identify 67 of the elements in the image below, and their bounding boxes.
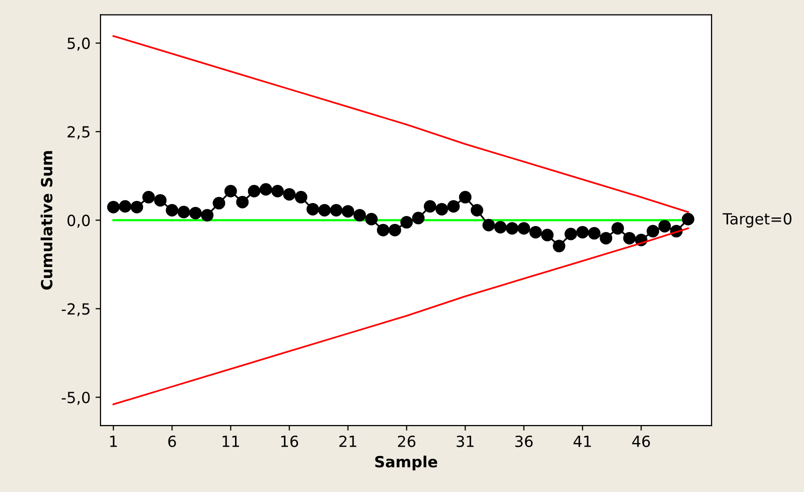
point [494, 221, 507, 234]
line-series [112, 227, 689, 406]
point [506, 222, 518, 235]
x-axis-title: Sample [375, 456, 438, 470]
point [365, 212, 378, 226]
point [294, 190, 308, 204]
point [271, 184, 284, 198]
point [482, 218, 495, 232]
x-tick-label: 1 [110, 436, 117, 447]
point [118, 200, 132, 213]
point [424, 200, 436, 213]
point [541, 228, 554, 242]
x-tick-label: 31 [456, 436, 474, 448]
y-tick-label: 2,5 [68, 126, 90, 140]
point [552, 240, 566, 252]
point [600, 232, 612, 244]
point [107, 200, 120, 214]
point [518, 222, 530, 235]
x-tick-label: 16 [281, 436, 298, 448]
ref-line-label: Target=0 [722, 213, 792, 228]
x-tick-label: 41 [574, 436, 591, 447]
point [330, 204, 342, 217]
y-tick-label: 0,0 [67, 214, 90, 228]
point [178, 206, 190, 218]
point [130, 200, 144, 214]
point [623, 232, 636, 244]
x-tick-label: 6 [168, 436, 176, 448]
point [564, 228, 578, 240]
point [412, 212, 425, 224]
point [224, 184, 237, 198]
x-tick-label: 11 [222, 436, 239, 447]
point [682, 212, 694, 226]
x-tick-label: 21 [339, 436, 356, 447]
point [142, 190, 155, 204]
point [318, 204, 331, 217]
point [260, 183, 272, 196]
point [212, 196, 226, 210]
point [529, 226, 542, 238]
point [436, 202, 448, 216]
point [200, 208, 214, 222]
point [236, 196, 249, 208]
point [353, 208, 366, 222]
x-tick-label: 36 [515, 436, 533, 448]
point [388, 224, 402, 236]
point [447, 200, 460, 213]
point [588, 227, 601, 240]
x-tick-label: 46 [632, 436, 650, 448]
point [658, 220, 671, 232]
point [166, 204, 178, 217]
point [154, 194, 167, 207]
y-tick-label: 5,0 [68, 38, 90, 51]
point [189, 206, 202, 220]
point [342, 205, 354, 218]
y-tick-label: -2,5 [62, 303, 90, 316]
y-axis-title: Cumulative Sum [40, 151, 52, 290]
point [283, 188, 296, 201]
point [646, 224, 660, 238]
point [376, 224, 390, 236]
point [611, 222, 624, 235]
point [306, 202, 320, 216]
y-tick-label: -5,0 [62, 392, 90, 405]
x-tick-label: 26 [398, 436, 416, 448]
point [248, 184, 260, 198]
point [470, 204, 484, 217]
point [400, 216, 413, 229]
point [458, 190, 472, 204]
point [576, 226, 589, 238]
